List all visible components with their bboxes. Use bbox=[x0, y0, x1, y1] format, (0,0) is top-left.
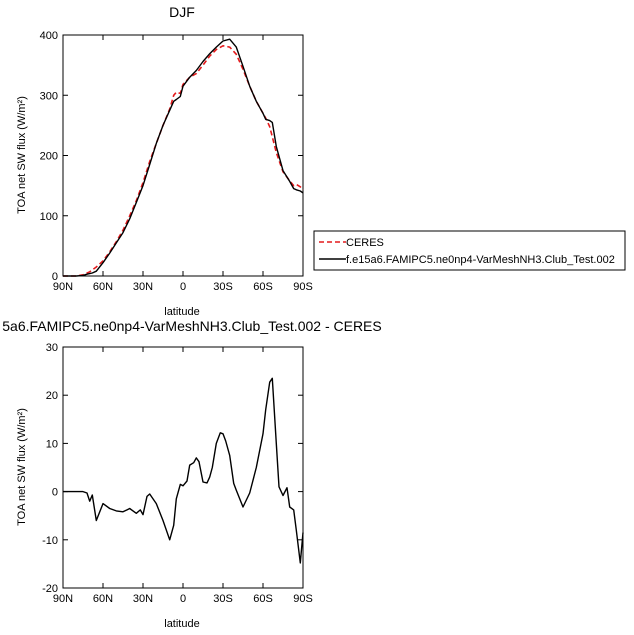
top-xtick-label: 90N bbox=[53, 281, 73, 293]
bottom-ytick-label: -10 bbox=[42, 535, 58, 547]
legend-box bbox=[313, 230, 626, 271]
top-xtick-label: 60N bbox=[93, 281, 113, 293]
legend-label-ceres: CERES bbox=[346, 237, 384, 249]
top-title: DJF bbox=[169, 4, 195, 20]
top-plot-frame bbox=[62, 34, 304, 277]
bottom-x-ticks: 90N 60N 30N 0 30S 60S 90S bbox=[53, 347, 313, 605]
top-ytick-label: 400 bbox=[40, 30, 58, 42]
bottom-series-line-0 bbox=[63, 377, 304, 564]
bottom-x-axis-label: latitude bbox=[164, 618, 199, 630]
bottom-ytick-label: 0 bbox=[52, 487, 58, 499]
legend: CERES f.e15a6.FAMIPC5.ne0np4-VarMeshNH3.… bbox=[313, 230, 626, 271]
top-y-ticks: 0 100 200 300 400 bbox=[40, 30, 303, 283]
top-ytick-label: 300 bbox=[40, 90, 58, 102]
bottom-xtick-label: 60N bbox=[93, 593, 113, 605]
bottom-ytick-label: 30 bbox=[46, 342, 58, 354]
bottom-panel: 5a6.FAMIPC5.ne0np4-VarMeshNH3.Club_Test.… bbox=[2, 318, 381, 630]
top-ytick-label: 200 bbox=[40, 151, 58, 163]
bottom-y-ticks: -20 -10 0 10 20 30 bbox=[42, 342, 303, 595]
top-xtick-label: 90S bbox=[293, 281, 313, 293]
bottom-ytick-label: 20 bbox=[46, 390, 58, 402]
bottom-ytick-label: -20 bbox=[42, 583, 58, 595]
bottom-plot-frame bbox=[62, 346, 304, 589]
top-ytick-label: 0 bbox=[52, 271, 58, 283]
bottom-xtick-label: 60S bbox=[253, 593, 273, 605]
bottom-title: 5a6.FAMIPC5.ne0np4-VarMeshNH3.Club_Test.… bbox=[2, 318, 381, 334]
top-y-axis-label: TOA net SW flux (W/m²) bbox=[16, 96, 28, 214]
bottom-xtick-label: 30N bbox=[133, 593, 153, 605]
legend-label-model: f.e15a6.FAMIPC5.ne0np4-VarMeshNH3.Club_T… bbox=[346, 254, 615, 266]
top-x-axis-label: latitude bbox=[164, 306, 199, 318]
top-xtick-label: 30S bbox=[213, 281, 233, 293]
bottom-ytick-label: 10 bbox=[46, 438, 58, 450]
bottom-lines bbox=[63, 377, 304, 564]
top-lines bbox=[63, 38, 304, 277]
top-series-line-0 bbox=[63, 44, 304, 277]
top-xtick-label: 0 bbox=[180, 281, 186, 293]
top-series-line-1 bbox=[63, 38, 304, 277]
top-ytick-label: 100 bbox=[40, 211, 58, 223]
bottom-xtick-label: 90N bbox=[53, 593, 73, 605]
top-x-ticks: 90N 60N 30N 0 30S 60S 90S bbox=[53, 35, 313, 293]
bottom-xtick-label: 90S bbox=[293, 593, 313, 605]
top-panel: DJF 0 100 200 300 400 90N 60N 30N 0 30S 60S 90S la… bbox=[16, 4, 626, 318]
bottom-xtick-label: 30S bbox=[213, 593, 233, 605]
top-xtick-label: 60S bbox=[253, 281, 273, 293]
top-xtick-label: 30N bbox=[133, 281, 153, 293]
bottom-y-axis-label: TOA net SW flux (W/m²) bbox=[16, 408, 28, 526]
bottom-xtick-label: 0 bbox=[180, 593, 186, 605]
